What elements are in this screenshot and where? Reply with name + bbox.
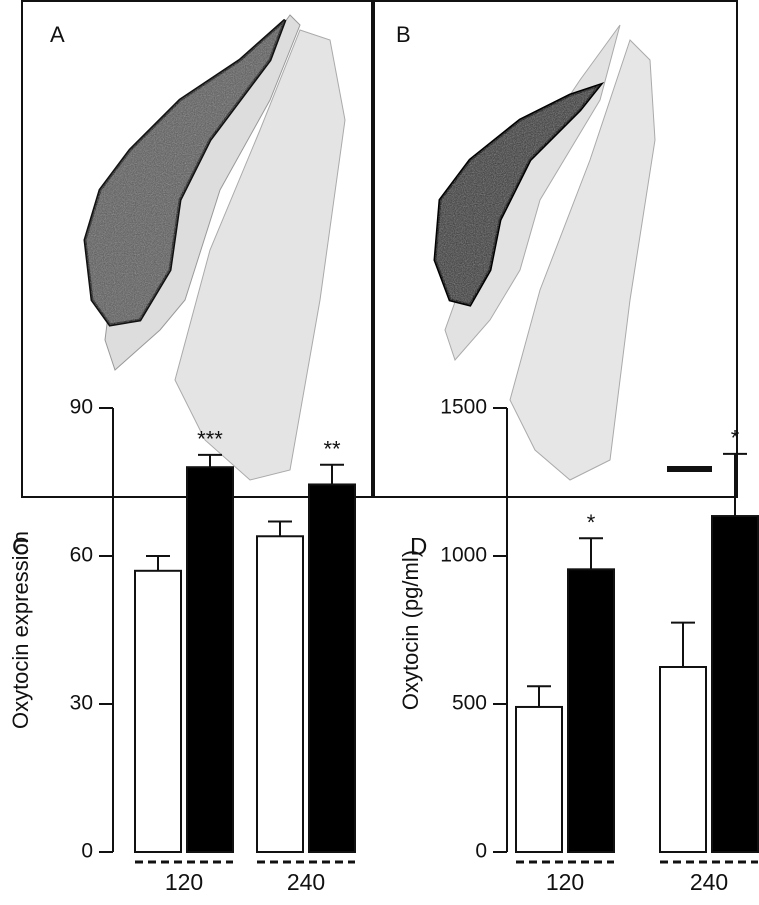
micrograph-a: A (21, 0, 373, 498)
panel-label: C (12, 533, 29, 560)
bar (711, 515, 759, 853)
x-tick-label: 240 (690, 869, 728, 895)
bar (567, 568, 615, 853)
micrograph-b: B (373, 0, 738, 498)
significance: * (731, 426, 740, 451)
x-tick-label: 120 (546, 869, 584, 895)
significance: *** (197, 427, 223, 452)
bar (134, 569, 182, 853)
bar (515, 705, 563, 854)
panel-label: A (50, 22, 65, 47)
y-tick-label: 1500 (440, 396, 487, 419)
y-axis-label: Oxytocin expression (8, 531, 33, 729)
panel-label: B (396, 22, 411, 47)
y-tick-label: 30 (70, 692, 93, 715)
y-tick-label: 1000 (440, 544, 487, 567)
x-tick-label: 120 (165, 869, 203, 895)
bar (256, 535, 304, 853)
y-tick-label: 0 (475, 840, 487, 863)
panel-label: D (410, 533, 427, 560)
y-tick-label: 0 (81, 840, 93, 863)
scale-bar (667, 466, 712, 472)
y-tick-label: 90 (70, 396, 93, 419)
bar (308, 483, 356, 853)
bar (186, 466, 234, 853)
y-tick-label: 60 (70, 544, 93, 567)
bar (659, 666, 707, 853)
x-tick-label: 240 (287, 869, 325, 895)
y-tick-label: 500 (452, 692, 487, 715)
y-axis-label: Oxytocin (pg/ml) (398, 550, 423, 710)
significance: * (587, 510, 596, 535)
significance: ** (323, 437, 341, 462)
